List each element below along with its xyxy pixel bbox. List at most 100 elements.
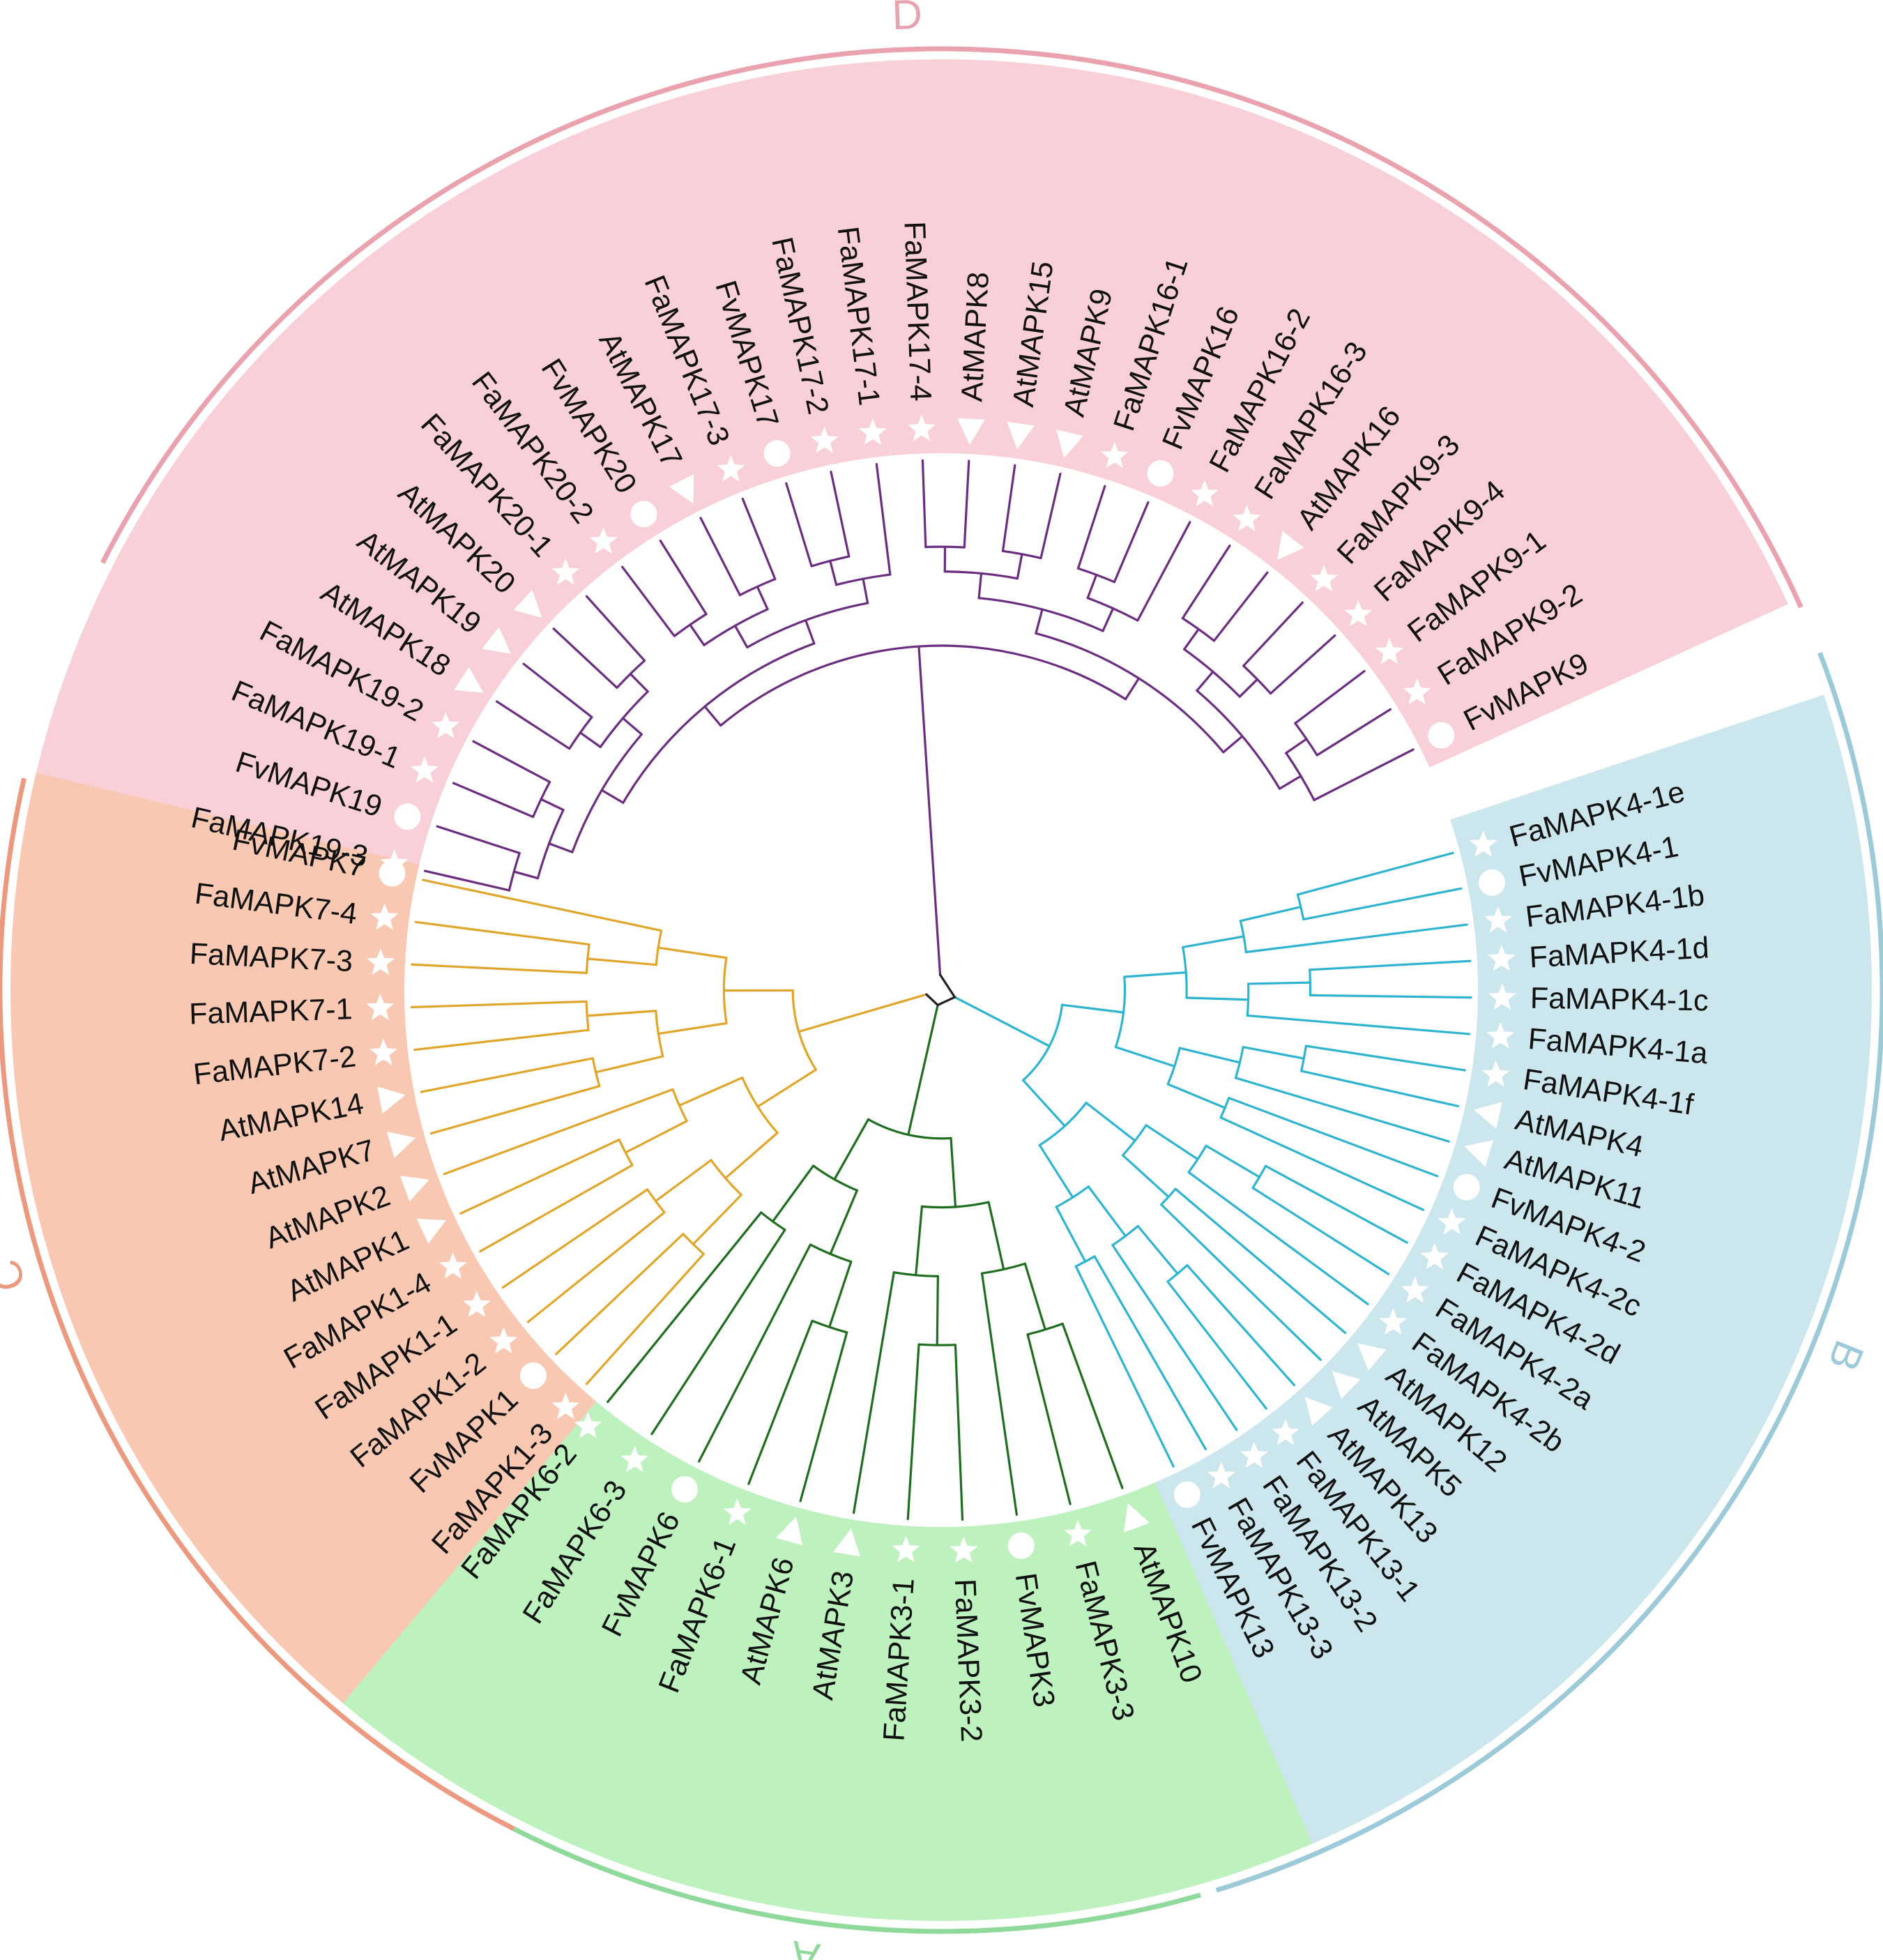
branch-line bbox=[852, 1271, 895, 1514]
branch-line bbox=[805, 618, 816, 645]
branch-line bbox=[1086, 573, 1098, 600]
branch-line bbox=[1228, 1097, 1439, 1178]
branch-line bbox=[501, 1188, 649, 1289]
branch-line bbox=[1219, 1116, 1425, 1211]
branch-line bbox=[1309, 994, 1472, 999]
branch-line bbox=[915, 1205, 924, 1277]
clade-arc-A bbox=[512, 1826, 1202, 1934]
leaf-marker-star-icon bbox=[892, 1535, 920, 1563]
branch-line bbox=[1123, 971, 1187, 978]
branch-line bbox=[1111, 1244, 1238, 1431]
branch-line bbox=[1313, 748, 1415, 802]
leaf-marker-star-icon bbox=[369, 1038, 398, 1065]
branch-line bbox=[1244, 923, 1468, 954]
leaf-label: FaMAPK3-2 bbox=[948, 1578, 988, 1742]
branch-line bbox=[1222, 735, 1244, 754]
branch-line bbox=[1185, 996, 1250, 1001]
branch-line bbox=[1085, 1101, 1136, 1142]
branch-line bbox=[1145, 1124, 1199, 1161]
branch-line bbox=[829, 1189, 858, 1256]
leaf-marker-star-icon bbox=[1375, 637, 1403, 664]
branch-line bbox=[414, 920, 590, 946]
branch-line bbox=[833, 1118, 870, 1181]
branch-line bbox=[659, 539, 708, 616]
leaf-marker-circle-icon bbox=[1007, 1532, 1035, 1559]
branch-line bbox=[756, 1068, 817, 1108]
branch-line bbox=[987, 1201, 1005, 1271]
leaf-marker-star-icon bbox=[589, 527, 618, 554]
leaf-marker-triangle-icon bbox=[1056, 430, 1083, 459]
leaf-marker-star-icon bbox=[1487, 944, 1516, 971]
branch-line bbox=[950, 1137, 957, 1208]
branch-line bbox=[1246, 1014, 1470, 1035]
branch-line bbox=[1026, 1333, 1072, 1505]
branch-line bbox=[692, 1194, 742, 1245]
leaf-marker-star-icon bbox=[1100, 441, 1129, 469]
leaf-marker-circle-icon bbox=[763, 440, 791, 467]
leaf-label: FaMAPK7-1 bbox=[189, 992, 353, 1031]
clade-arc-C bbox=[0, 777, 515, 1831]
branch-line bbox=[585, 1252, 705, 1385]
branch-line bbox=[1186, 1264, 1296, 1387]
tree-branches bbox=[410, 459, 1472, 1521]
branch-line bbox=[629, 672, 649, 693]
leaf-marker-triangle-icon bbox=[399, 1176, 429, 1202]
leaf-marker-triangle-icon bbox=[386, 1131, 416, 1158]
leaf-marker-star-icon bbox=[551, 558, 580, 585]
leaf-marker-star-icon bbox=[723, 1498, 752, 1525]
branch-line bbox=[548, 842, 574, 853]
branch-line bbox=[657, 946, 728, 959]
leaf-marker-star-icon bbox=[1401, 1276, 1429, 1303]
leaf-marker-star-icon bbox=[1486, 1021, 1515, 1049]
branch-line bbox=[600, 789, 625, 804]
branch-line bbox=[423, 869, 511, 892]
branch-line bbox=[411, 963, 588, 974]
leaf-marker-triangle-icon bbox=[957, 418, 985, 446]
branch-line bbox=[1264, 1164, 1408, 1244]
leaf-label: AtMAPK8 bbox=[955, 271, 996, 403]
branch-line bbox=[1055, 1206, 1087, 1263]
branch-line bbox=[621, 565, 676, 637]
branch-line bbox=[522, 662, 593, 719]
branch-line bbox=[906, 1343, 920, 1521]
clade-stem-B bbox=[953, 996, 1051, 1047]
leaf-marker-circle-icon bbox=[519, 1362, 547, 1389]
clade-stem-A bbox=[907, 1003, 939, 1137]
branch-line bbox=[555, 1233, 685, 1355]
branch-line bbox=[512, 870, 540, 880]
leaf-marker-circle-icon bbox=[379, 860, 406, 887]
branch-line bbox=[1121, 1154, 1170, 1199]
branch-line bbox=[436, 825, 521, 855]
branch-line bbox=[1296, 851, 1454, 896]
branch-line bbox=[422, 879, 663, 932]
clade-label-D: D bbox=[891, 0, 923, 38]
branch-line bbox=[413, 1028, 590, 1051]
branch-line bbox=[862, 577, 869, 605]
leaf-marker-triangle-icon bbox=[1007, 421, 1035, 450]
leaf-marker-triangle-icon bbox=[1473, 1102, 1502, 1129]
leaf-marker-star-icon bbox=[462, 1290, 491, 1317]
branch-line bbox=[1285, 738, 1308, 754]
leaf-marker-star-icon bbox=[366, 993, 395, 1020]
leaf-marker-star-icon bbox=[551, 1392, 580, 1420]
branch-line bbox=[756, 585, 769, 611]
leaf-label: FaMAPK7-3 bbox=[189, 937, 353, 978]
leaf-marker-star-icon bbox=[1420, 1243, 1449, 1270]
clade-arc-D bbox=[100, 46, 1804, 609]
branch-line bbox=[1160, 1203, 1322, 1361]
branch-line bbox=[980, 1272, 1018, 1516]
branch-line bbox=[552, 628, 618, 689]
branch-line bbox=[1101, 607, 1115, 632]
leaf-marker-star-icon bbox=[1344, 600, 1373, 627]
clade-sector-A bbox=[330, 1395, 1313, 1921]
branch-line bbox=[829, 559, 838, 586]
leaf-marker-triangle-icon bbox=[669, 474, 694, 504]
leaf-marker-star-icon bbox=[1207, 1461, 1235, 1489]
leaf-marker-star-icon bbox=[574, 1411, 602, 1438]
leaf-marker-star-icon bbox=[950, 1536, 978, 1563]
leaf-marker-star-icon bbox=[1233, 504, 1261, 531]
leaf-marker-star-icon bbox=[370, 903, 399, 930]
leaf-marker-star-icon bbox=[367, 948, 395, 975]
branch-line bbox=[595, 1055, 664, 1074]
leaf-marker-triangle-icon bbox=[377, 1086, 406, 1114]
